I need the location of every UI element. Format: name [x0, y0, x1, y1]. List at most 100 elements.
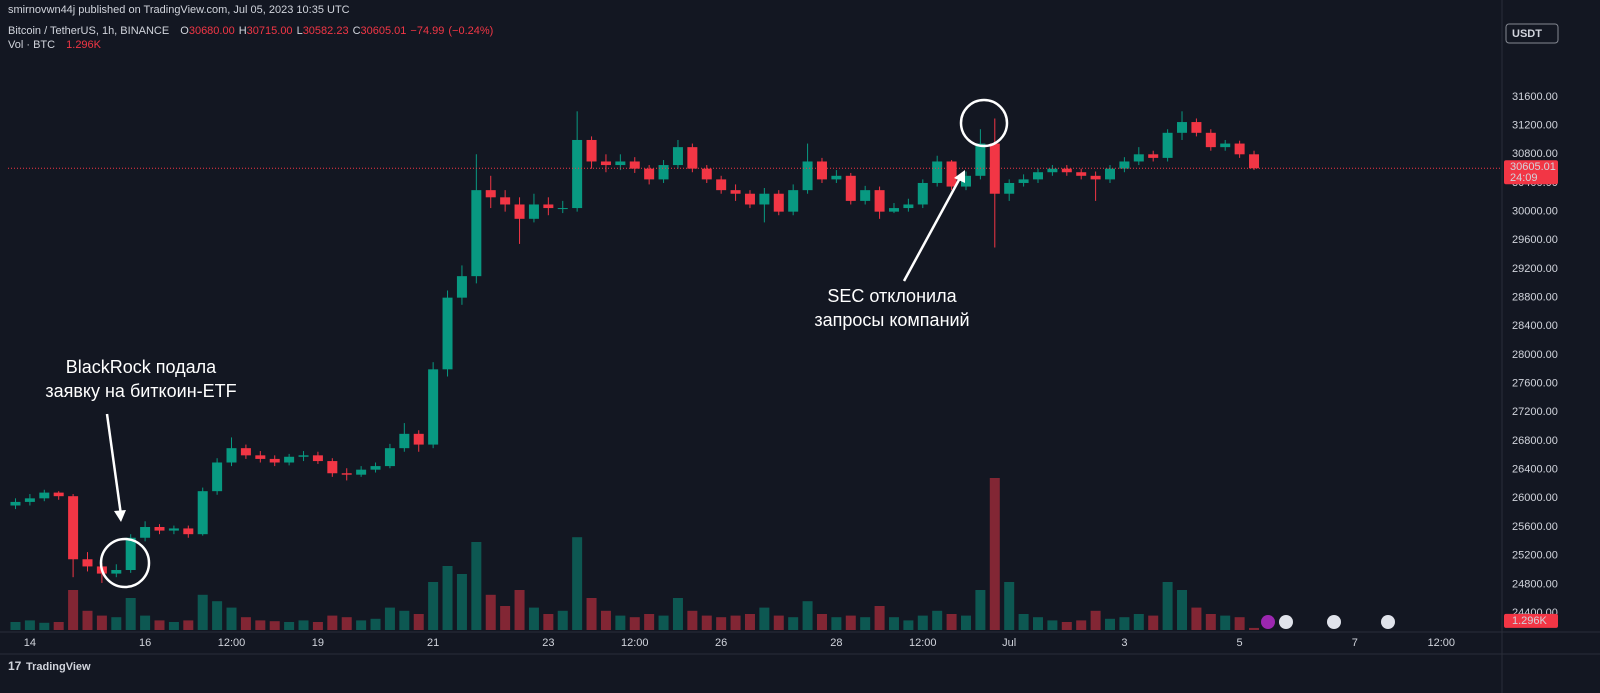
volume-bar	[1205, 614, 1216, 630]
volume-bar	[1105, 618, 1116, 630]
volume-bar	[384, 607, 395, 630]
volume-bar	[672, 598, 683, 630]
y-tick-label: 27200.00	[1512, 406, 1558, 418]
volume-bar	[428, 582, 439, 630]
y-tick-label: 26400.00	[1512, 464, 1558, 476]
candle-body	[298, 455, 309, 457]
volume-bar	[644, 614, 655, 630]
candle-body	[1177, 122, 1188, 133]
volume-bar	[1162, 582, 1173, 630]
y-tick-label: 27600.00	[1512, 378, 1558, 390]
x-tick-label: 12:00	[909, 637, 937, 649]
volume-bar	[989, 478, 1000, 630]
volume-bar	[269, 621, 280, 630]
volume-bar	[600, 610, 611, 630]
volume-bar	[39, 622, 50, 630]
y-tick-label: 28800.00	[1512, 292, 1558, 304]
countdown: 24:09	[1510, 172, 1538, 184]
volume-bar	[831, 617, 842, 630]
candle-body	[1061, 168, 1072, 173]
candle-body	[500, 197, 511, 205]
volume-bar	[327, 615, 338, 630]
volume-bar	[140, 615, 151, 630]
x-tick-label: 12:00	[218, 637, 246, 649]
candle-body	[197, 491, 208, 535]
arrow-head	[954, 170, 965, 183]
volume-bar	[1076, 620, 1087, 630]
brand: TradingView	[26, 661, 91, 673]
candle-body	[240, 448, 251, 456]
candle-body	[53, 492, 64, 497]
event-icon[interactable]	[1327, 615, 1341, 629]
candle-body	[312, 455, 323, 462]
brand-logo: 17	[8, 659, 22, 673]
volume-bar	[1234, 617, 1245, 630]
candle-body	[672, 147, 683, 166]
candle-body	[370, 466, 381, 470]
candle-body	[816, 161, 827, 180]
volume-bar	[788, 617, 799, 630]
volume-bar	[860, 617, 871, 630]
volume-bar	[845, 615, 856, 630]
volume-bar	[68, 590, 79, 630]
candle-body	[10, 501, 21, 506]
candle-body	[471, 190, 482, 277]
y-tick-label: 29200.00	[1512, 263, 1558, 275]
volume-current: 1.296K	[66, 39, 102, 51]
candle-body	[212, 462, 223, 492]
candle-body	[384, 448, 395, 467]
volume-bar	[615, 615, 626, 630]
volume-bar	[816, 614, 827, 630]
currency-box[interactable]	[1505, 23, 1559, 44]
y-tick-label: 30000.00	[1512, 206, 1558, 218]
volume-name: Vol · BTC	[8, 39, 56, 51]
candle-body	[989, 143, 1000, 194]
last-price-label: 30605.01	[1510, 161, 1556, 173]
change: −74.99	[410, 25, 445, 37]
x-tick-label: 14	[24, 637, 36, 649]
volume-bar	[1018, 614, 1029, 630]
candle-body	[154, 527, 165, 531]
volume-bar	[917, 615, 928, 630]
annotation: BlackRock подала	[66, 357, 217, 377]
x-tick-label: 12:00	[1427, 637, 1455, 649]
volume-pane	[10, 478, 1260, 630]
candle-body	[701, 168, 712, 180]
x-tick-label: 5	[1237, 637, 1243, 649]
volume-bar	[1119, 617, 1130, 630]
candle-body	[629, 161, 640, 169]
candle-body	[1047, 168, 1058, 173]
candle-body	[615, 161, 626, 166]
volume-bar	[557, 610, 568, 630]
volume-bar	[255, 620, 266, 630]
volume-bar	[1090, 610, 1101, 630]
volume-bar	[543, 614, 554, 630]
currency[interactable]: USDT	[1512, 28, 1542, 40]
candle-body	[68, 496, 79, 560]
candle-body	[356, 469, 367, 475]
event-icon[interactable]	[1381, 615, 1395, 629]
volume-bar	[960, 615, 971, 630]
ohlc-value: 30680.00	[188, 25, 235, 37]
volume-bar	[456, 574, 467, 630]
x-tick-label: 21	[427, 637, 439, 649]
candle-body	[903, 204, 914, 209]
candle-body	[788, 190, 799, 212]
volume-bar	[356, 620, 367, 630]
candle-body	[1018, 179, 1029, 183]
event-icon[interactable]	[1261, 615, 1275, 629]
event-icon[interactable]	[1279, 615, 1293, 629]
annotation: SEC отклонила	[827, 286, 957, 306]
volume-bar	[125, 598, 136, 630]
volume-bar	[370, 618, 381, 630]
candle-body	[485, 190, 496, 198]
candle-body	[917, 182, 928, 205]
volume-bar	[82, 610, 93, 630]
volume-bar	[658, 615, 669, 630]
candle-body	[1090, 175, 1101, 180]
volume-bar	[975, 590, 986, 630]
x-tick-label: Jul	[1002, 637, 1016, 649]
candle-body	[644, 168, 655, 180]
volume-legend: Vol · BTC 1.296K	[8, 39, 105, 51]
